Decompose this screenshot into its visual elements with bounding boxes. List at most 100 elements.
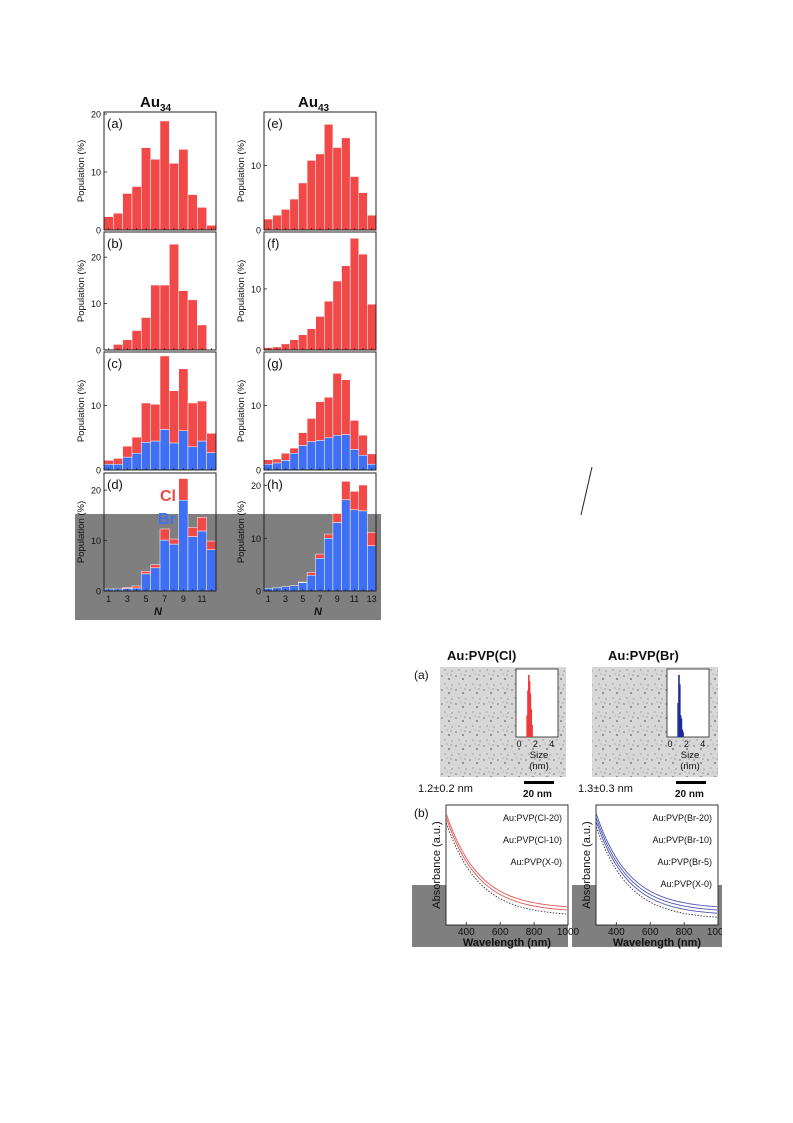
absorbance-curve: [595, 813, 718, 908]
bar: [150, 404, 161, 442]
inset-frame: [515, 668, 559, 738]
bar: [315, 440, 325, 471]
bar: [197, 400, 207, 442]
bar: [341, 265, 351, 351]
bar: [280, 452, 291, 461]
bar: [197, 530, 207, 592]
absorbance-legend-entry: Au:PVP(Cl-10): [503, 835, 562, 845]
inset-bar: [681, 729, 684, 737]
bar: [306, 441, 316, 471]
scale-label-br: 20 nm: [675, 789, 704, 800]
title-au43: Au43: [298, 94, 330, 114]
bar: [280, 209, 291, 231]
bar: [324, 533, 334, 539]
bar: [197, 324, 207, 351]
bar: [349, 449, 360, 471]
bar: [150, 440, 161, 471]
absorbance-legend-entry: Au:PVP(Br-20): [652, 813, 712, 823]
bar: [315, 553, 325, 559]
absorbance-curve: [595, 817, 718, 911]
bar: [169, 442, 179, 471]
bar: [367, 545, 377, 592]
histogram-panel-f: (f) 0 10 Population (%): [236, 231, 377, 356]
bar: [367, 532, 377, 546]
absorbance-curve: [445, 817, 568, 911]
absorbance-curve: [445, 813, 568, 908]
bar: [349, 176, 360, 231]
inset-bar: [528, 681, 531, 737]
histogram-panel-e: (e) 0 10 Population (%): [236, 111, 377, 236]
bar: [332, 373, 342, 436]
y-tick-label: 10: [91, 168, 101, 178]
bar: [113, 458, 123, 465]
bar: [298, 445, 308, 471]
bar: [306, 574, 316, 592]
bar: [159, 539, 170, 592]
absorbance-curve: [595, 821, 718, 914]
bar: [324, 300, 334, 351]
panel-label: (c): [107, 356, 122, 371]
bar: [332, 513, 342, 523]
x-tick-label: 400: [608, 927, 625, 938]
bar: [150, 284, 161, 351]
bar: [187, 536, 198, 592]
bar: [332, 147, 342, 231]
bar: [341, 499, 351, 592]
figure-tem-absorbance: Au:PVP(Cl) Au:PVP(Br) (a) (b) 0 2 4 Size (nm…: [412, 645, 722, 950]
x-tick-label: 7: [162, 594, 167, 604]
x-tick-label: 7: [317, 594, 322, 604]
bar: [159, 429, 170, 471]
bar: [341, 481, 351, 501]
xlabel-left: N: [154, 606, 163, 618]
y-axis-label: Population (%): [236, 501, 247, 563]
inset-xlabel: Size: [530, 750, 548, 761]
legend-cl: Cl: [160, 488, 176, 505]
panel-label: (e): [267, 116, 283, 131]
bar: [122, 587, 133, 589]
bar: [169, 243, 179, 351]
bar: [367, 303, 377, 351]
inset-bar: [529, 693, 532, 737]
bar: [131, 585, 142, 589]
y-tick-label: 10: [91, 299, 101, 309]
bar: [289, 452, 299, 471]
inset-bar: [680, 718, 683, 737]
bar: [131, 330, 142, 351]
y-tick-label: 10: [251, 161, 261, 171]
title-pvp-br: Au:PVP(Br): [608, 648, 679, 663]
scale-bar-br: [676, 781, 706, 784]
bar: [298, 581, 308, 583]
bar: [141, 317, 151, 351]
bar: [358, 253, 368, 351]
bar: [169, 163, 179, 231]
inset-xlabel-unit: (nm): [680, 761, 700, 772]
bar: [341, 434, 351, 471]
bar: [178, 430, 189, 471]
bar: [187, 402, 198, 448]
x-tick-label: 800: [676, 927, 693, 938]
tem-absorbance-svg: Au:PVP(Cl) Au:PVP(Br) (a) (b) 0 2 4Size(nm…: [412, 648, 722, 949]
bar: [358, 510, 368, 592]
bar: [141, 571, 151, 575]
bar: [206, 549, 217, 592]
histogram-panel-c: (c) 0 10 Population (%): [76, 351, 217, 476]
x-tick-label: 1000: [707, 927, 722, 938]
inset-tick-label: 0: [516, 739, 521, 749]
x-tick-label: 3: [283, 594, 288, 604]
panel-label: (a): [107, 116, 123, 131]
y-tick-label: 10: [251, 284, 261, 294]
x-tick-label: 3: [125, 594, 130, 604]
y-tick-label: 0: [256, 226, 261, 236]
bar: [306, 418, 316, 442]
bar: [187, 527, 198, 537]
bar: [358, 484, 368, 512]
x-tick-label: 5: [143, 594, 148, 604]
bar: [178, 149, 189, 231]
bar: [178, 499, 189, 592]
histogram-panel-b: (b) 0 10 20 Population (%): [76, 231, 217, 356]
x-tick-label: 11: [197, 594, 206, 604]
absorbance-legend-entry: Au:PVP(Br-10): [652, 835, 712, 845]
bar: [298, 334, 308, 351]
